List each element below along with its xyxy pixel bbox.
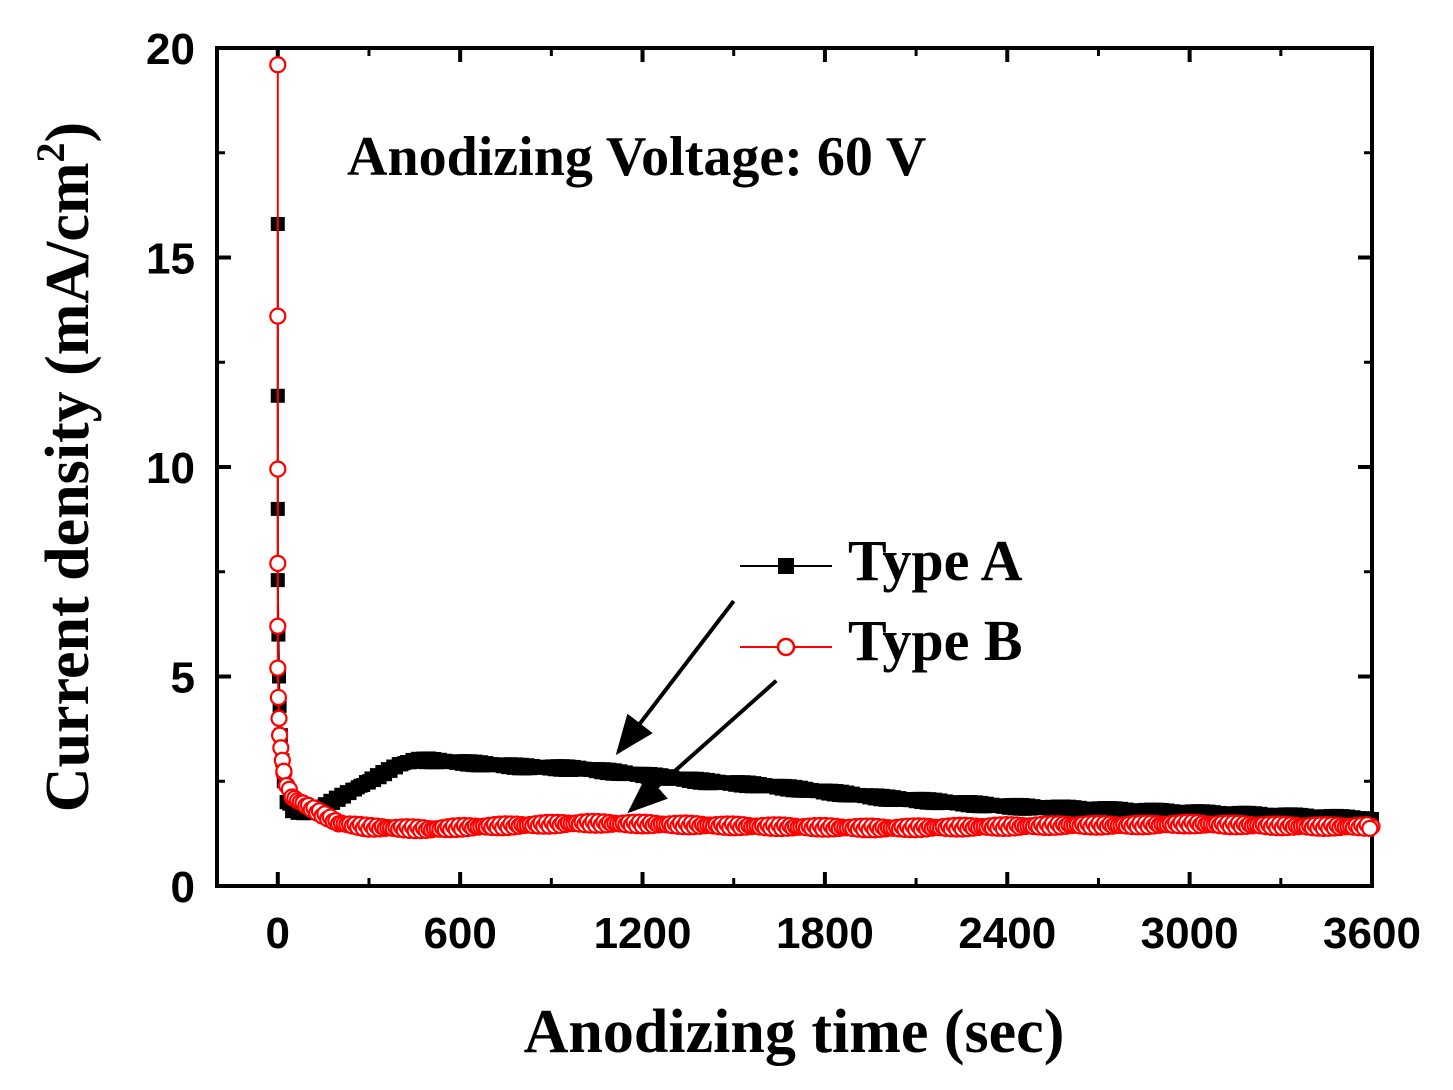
x-axis-title: Anodizing time (sec) <box>524 998 1065 1066</box>
x-tick-label: 3600 <box>1323 909 1421 958</box>
y-tick-label: 15 <box>146 235 195 284</box>
y-axis-ticks <box>217 46 1372 888</box>
series-type-b <box>269 56 1381 840</box>
data-point-dense <box>1361 819 1379 837</box>
legend-type-a-label: Type A <box>848 528 1023 593</box>
annotation-arrows <box>615 599 778 814</box>
data-point <box>269 688 287 707</box>
annotation-arrow <box>615 599 736 756</box>
y-tick-label: 0 <box>171 863 195 912</box>
data-point <box>269 617 287 635</box>
voltage-annotation: Anodizing Voltage: 60 V <box>347 126 926 188</box>
data-point <box>269 307 287 325</box>
data-point <box>269 659 287 677</box>
data-point-dense <box>275 762 293 780</box>
x-axis-tick-labels: 0 600 1200 1800 2400 3000 3600 <box>266 909 1421 958</box>
legend-type-b-label: Type B <box>848 608 1023 673</box>
y-axis-title: Current density (mA/cm2) <box>28 122 102 812</box>
data-point <box>269 554 287 572</box>
x-tick-label: 2400 <box>958 909 1056 958</box>
x-tick-label: 3000 <box>1141 909 1239 958</box>
series-layer <box>269 56 1381 840</box>
data-point <box>269 460 287 478</box>
data-point <box>270 709 288 728</box>
series-type-a <box>270 216 1379 827</box>
legend-type-b-marker <box>776 637 796 657</box>
y-axis-title-close: ) <box>34 122 102 143</box>
y-tick-label: 10 <box>146 444 195 493</box>
legend: Type A Type B <box>740 528 1023 673</box>
annotation-arrow <box>627 679 778 814</box>
x-tick-label: 600 <box>423 909 496 958</box>
x-axis-ticks <box>275 48 1374 886</box>
y-tick-label: 20 <box>146 25 195 74</box>
x-tick-label: 1200 <box>594 909 692 958</box>
series-line <box>276 224 1373 820</box>
x-tick-label: 0 <box>266 909 290 958</box>
y-axis-title-sup: 2 <box>28 142 73 162</box>
y-axis-tick-labels: 0 5 10 15 20 <box>146 25 195 912</box>
legend-type-a-marker <box>778 558 794 574</box>
y-tick-label: 5 <box>171 654 195 703</box>
y-axis-title-main: Current density (mA/cm <box>34 162 102 812</box>
x-tick-label: 1800 <box>776 909 874 958</box>
data-point <box>269 56 287 74</box>
